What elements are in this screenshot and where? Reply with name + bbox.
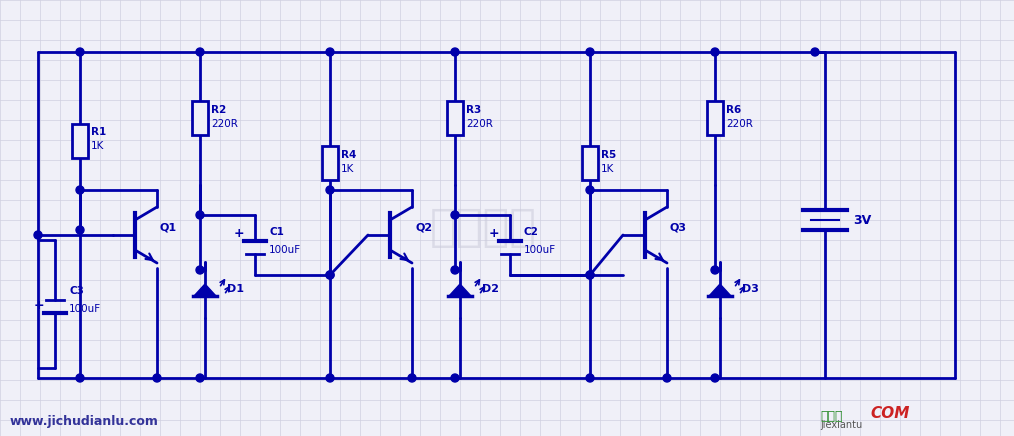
Text: 220R: 220R xyxy=(211,119,238,129)
Text: 1K: 1K xyxy=(601,164,614,174)
Circle shape xyxy=(325,48,334,56)
Text: jiexiantu: jiexiantu xyxy=(820,420,862,430)
Text: R1: R1 xyxy=(91,127,106,137)
Text: 1K: 1K xyxy=(341,164,354,174)
Circle shape xyxy=(451,266,459,274)
Circle shape xyxy=(711,374,719,382)
Circle shape xyxy=(325,186,334,194)
Circle shape xyxy=(451,48,459,56)
Circle shape xyxy=(586,271,594,279)
Text: Q1: Q1 xyxy=(160,222,177,232)
Text: R6: R6 xyxy=(726,105,741,115)
Circle shape xyxy=(196,266,204,274)
Text: 接线图: 接线图 xyxy=(820,410,843,423)
Text: 电子爱好: 电子爱好 xyxy=(430,206,537,249)
Circle shape xyxy=(586,374,594,382)
FancyBboxPatch shape xyxy=(707,102,723,136)
Text: Q2: Q2 xyxy=(415,222,432,232)
Circle shape xyxy=(325,271,334,279)
Circle shape xyxy=(586,186,594,194)
Circle shape xyxy=(76,374,84,382)
Circle shape xyxy=(711,48,719,56)
Text: COM: COM xyxy=(870,406,910,421)
Text: www.jichudianlu.com: www.jichudianlu.com xyxy=(10,415,159,428)
Text: 220R: 220R xyxy=(726,119,752,129)
Circle shape xyxy=(408,374,416,382)
Text: C3: C3 xyxy=(69,286,84,296)
Text: +: + xyxy=(234,227,244,240)
Circle shape xyxy=(76,226,84,234)
Circle shape xyxy=(76,186,84,194)
Polygon shape xyxy=(709,284,731,296)
Text: 100uF: 100uF xyxy=(69,304,101,314)
Text: 220R: 220R xyxy=(466,119,493,129)
Text: R4: R4 xyxy=(341,150,356,160)
Circle shape xyxy=(153,374,161,382)
Text: C2: C2 xyxy=(524,227,538,237)
FancyBboxPatch shape xyxy=(582,146,598,181)
Circle shape xyxy=(451,374,459,382)
Circle shape xyxy=(586,48,594,56)
Text: R5: R5 xyxy=(601,150,617,160)
FancyBboxPatch shape xyxy=(192,102,208,136)
Circle shape xyxy=(325,374,334,382)
Text: 3V: 3V xyxy=(853,214,871,227)
Polygon shape xyxy=(449,284,470,296)
FancyBboxPatch shape xyxy=(72,124,88,158)
Text: R2: R2 xyxy=(211,105,226,115)
Text: C1: C1 xyxy=(269,227,284,237)
Text: R3: R3 xyxy=(466,105,482,115)
Circle shape xyxy=(196,374,204,382)
Circle shape xyxy=(711,266,719,274)
Circle shape xyxy=(196,211,204,219)
Text: Q3: Q3 xyxy=(670,222,687,232)
Text: D3: D3 xyxy=(742,284,758,294)
Text: D1: D1 xyxy=(227,284,244,294)
Circle shape xyxy=(663,374,671,382)
Text: +: + xyxy=(489,227,500,240)
Text: 100uF: 100uF xyxy=(524,245,556,255)
Text: 100uF: 100uF xyxy=(269,245,301,255)
Circle shape xyxy=(451,211,459,219)
Text: +: + xyxy=(34,299,45,312)
Circle shape xyxy=(586,271,594,279)
Text: D2: D2 xyxy=(482,284,499,294)
Polygon shape xyxy=(194,284,216,296)
FancyBboxPatch shape xyxy=(322,146,338,181)
Text: 1K: 1K xyxy=(91,141,104,151)
FancyBboxPatch shape xyxy=(447,102,463,136)
Circle shape xyxy=(196,48,204,56)
Circle shape xyxy=(34,231,42,239)
Circle shape xyxy=(325,271,334,279)
Circle shape xyxy=(76,48,84,56)
Circle shape xyxy=(811,48,819,56)
